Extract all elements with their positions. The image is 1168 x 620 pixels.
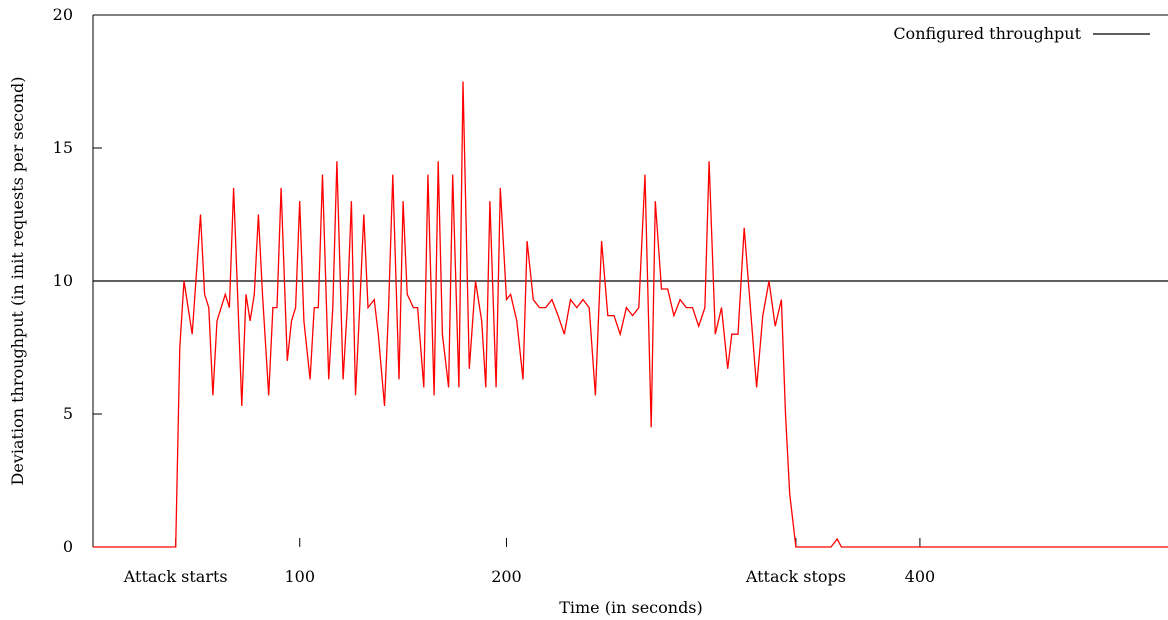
y-tick-label: 0 [63, 537, 73, 556]
x-tick-label: Attack starts [123, 567, 228, 586]
x-axis-ticks: Attack starts 100 200 Attack stops 400 [123, 538, 935, 586]
legend-label: Configured throughput [893, 24, 1081, 43]
legend: Configured throughput [893, 24, 1150, 43]
x-tick-label: 100 [284, 567, 315, 586]
y-tick-label: 20 [53, 5, 73, 24]
x-tick-label: 200 [491, 567, 522, 586]
y-axis-title: Deviation throughput (in init requests p… [8, 77, 27, 486]
x-tick-label: 400 [905, 567, 936, 586]
y-tick-label: 10 [53, 271, 73, 290]
y-tick-label: 5 [63, 404, 73, 423]
x-tick-label: Attack stops [745, 567, 846, 586]
deviation-throughput-series [93, 81, 1168, 548]
y-tick-label: 15 [53, 138, 73, 157]
series-layer [93, 81, 1168, 548]
plot-area: 0 5 10 15 20 Attack starts 100 200 Attack stops… [53, 5, 1168, 586]
x-axis-title: Time (in seconds) [559, 598, 703, 617]
